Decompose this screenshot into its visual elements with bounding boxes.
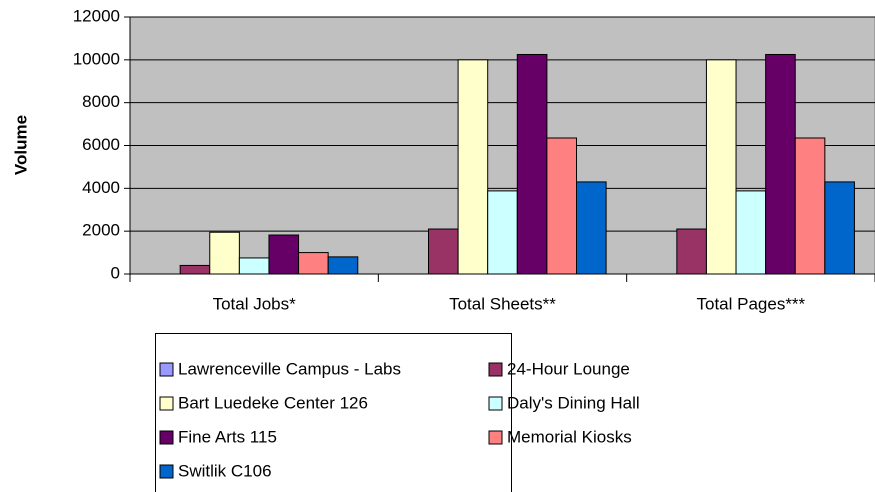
- legend-label: 24-Hour Lounge: [507, 359, 630, 378]
- bar: [209, 231, 240, 275]
- y-tick-label: 0: [111, 263, 120, 282]
- bar: [268, 234, 300, 275]
- y-tick-label: 6000: [82, 135, 120, 154]
- bar: [179, 264, 211, 275]
- bar: [516, 53, 548, 275]
- bar: [238, 257, 270, 275]
- bar: [457, 59, 489, 275]
- bar: [676, 228, 707, 275]
- legend-swatch: [159, 430, 174, 445]
- bar: [765, 53, 796, 275]
- bar: [546, 137, 578, 275]
- legend-swatch: [488, 396, 503, 411]
- x-tick-label: Total Pages***: [696, 294, 805, 313]
- bar: [794, 137, 826, 275]
- bar: [735, 190, 767, 275]
- bar: [428, 228, 459, 275]
- legend-label: Memorial Kiosks: [507, 427, 632, 446]
- legend-label: Lawrenceville Campus - Labs: [178, 359, 401, 378]
- legend-swatch: [159, 362, 174, 377]
- x-tick-label: Total Sheets**: [449, 294, 556, 313]
- y-tick-label: 2000: [82, 221, 120, 240]
- y-tick-label: 12000: [73, 6, 120, 25]
- legend-label: Fine Arts 115: [178, 427, 277, 446]
- bar: [327, 256, 359, 275]
- bar: [824, 181, 855, 275]
- bar: [487, 190, 518, 275]
- legend-label: Daly's Dining Hall: [507, 393, 640, 412]
- x-tick-label: Total Jobs*: [213, 294, 297, 313]
- legend-swatch: [159, 464, 174, 479]
- legend-swatch: [159, 396, 174, 411]
- bar: [576, 181, 607, 275]
- bar: [705, 59, 737, 275]
- legend-swatch: [488, 430, 503, 445]
- legend-label: Bart Luedeke Center 126: [178, 393, 368, 412]
- y-tick-label: 10000: [73, 49, 120, 68]
- legend: [155, 333, 512, 492]
- legend-swatch: [488, 362, 503, 377]
- y-tick-label: 8000: [82, 92, 120, 111]
- y-axis-label: Volume: [11, 115, 30, 175]
- bar: [298, 252, 329, 275]
- legend-label: Switlik C106: [178, 461, 272, 480]
- y-tick-label: 4000: [82, 178, 120, 197]
